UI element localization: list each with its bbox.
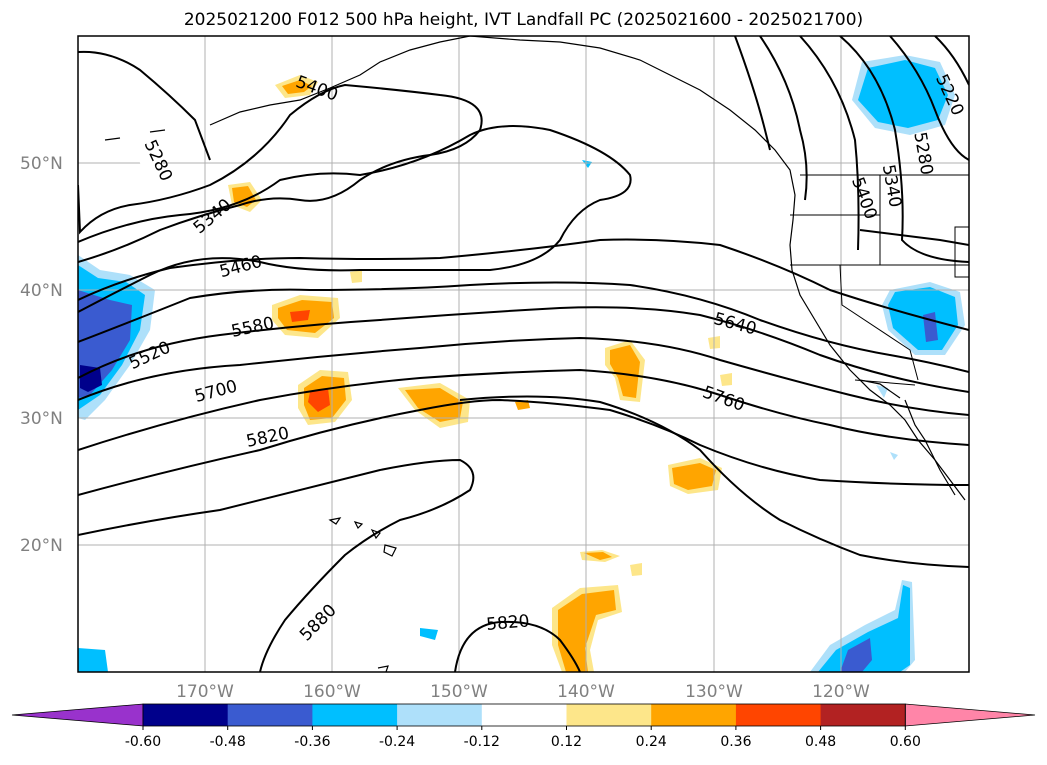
colorbar-tick-label: 0.24 (636, 734, 667, 750)
lat-label: 20°N (20, 536, 63, 556)
lon-label: 170°W (176, 682, 234, 702)
political-borders (790, 174, 969, 386)
colorbar-tick-label: -0.60 (125, 734, 161, 750)
lon-label: 130°W (685, 682, 743, 702)
colorbar-swatch (651, 704, 737, 726)
lat-label: 40°N (20, 281, 63, 301)
map-title: 2025021200 F012 500 hPa height, IVT Land… (183, 10, 864, 30)
lon-label: 120°W (812, 682, 870, 702)
colorbar-swatch (820, 704, 906, 726)
map-frame (77, 35, 970, 673)
colorbar-swatch (481, 704, 567, 726)
lon-label: 160°W (303, 682, 361, 702)
height-contours (78, 36, 969, 672)
lon-label: 140°W (557, 682, 615, 702)
colorbar-tick-label: -0.12 (464, 734, 500, 750)
colorbar-tick-label: 0.48 (805, 734, 836, 750)
map-area (78, 36, 969, 672)
negative-blob-southwest (78, 648, 108, 672)
colorbar: -0.60 -0.48 -0.36 -0.24 -0.12 0.12 0.24 0.36 0.4… (11, 703, 1036, 750)
colorbar-tick-label: -0.36 (294, 734, 330, 750)
lat-label: 50°N (20, 154, 63, 174)
colorbar-outline (142, 703, 906, 727)
colorbar-extend-max (904, 703, 1036, 727)
lon-label: 150°W (430, 682, 488, 702)
lat-label: 30°N (20, 409, 63, 429)
colorbar-swatch (143, 704, 229, 726)
colorbar-tick-label: -0.48 (210, 734, 246, 750)
colorbar-swatch (312, 704, 398, 726)
colorbar-swatch (735, 704, 822, 726)
colorbar-tick-label: 0.60 (890, 734, 921, 750)
colorbar-tick-label: 0.36 (720, 734, 751, 750)
longitude-labels: 170°W 160°W 150°W 140°W 130°W 120°W (176, 682, 870, 702)
colorbar-tick-label: 0.12 (551, 734, 582, 750)
colorbar-swatch (566, 704, 652, 726)
latitude-labels: 50°N 40°N 30°N 20°N (20, 154, 63, 556)
colorbar-swatch (227, 704, 313, 726)
colorbar-swatch (397, 704, 483, 726)
contour-label: 5820 (485, 611, 530, 635)
colorbar-tick-label: -0.24 (379, 734, 415, 750)
colorbar-extend-min (11, 703, 144, 727)
